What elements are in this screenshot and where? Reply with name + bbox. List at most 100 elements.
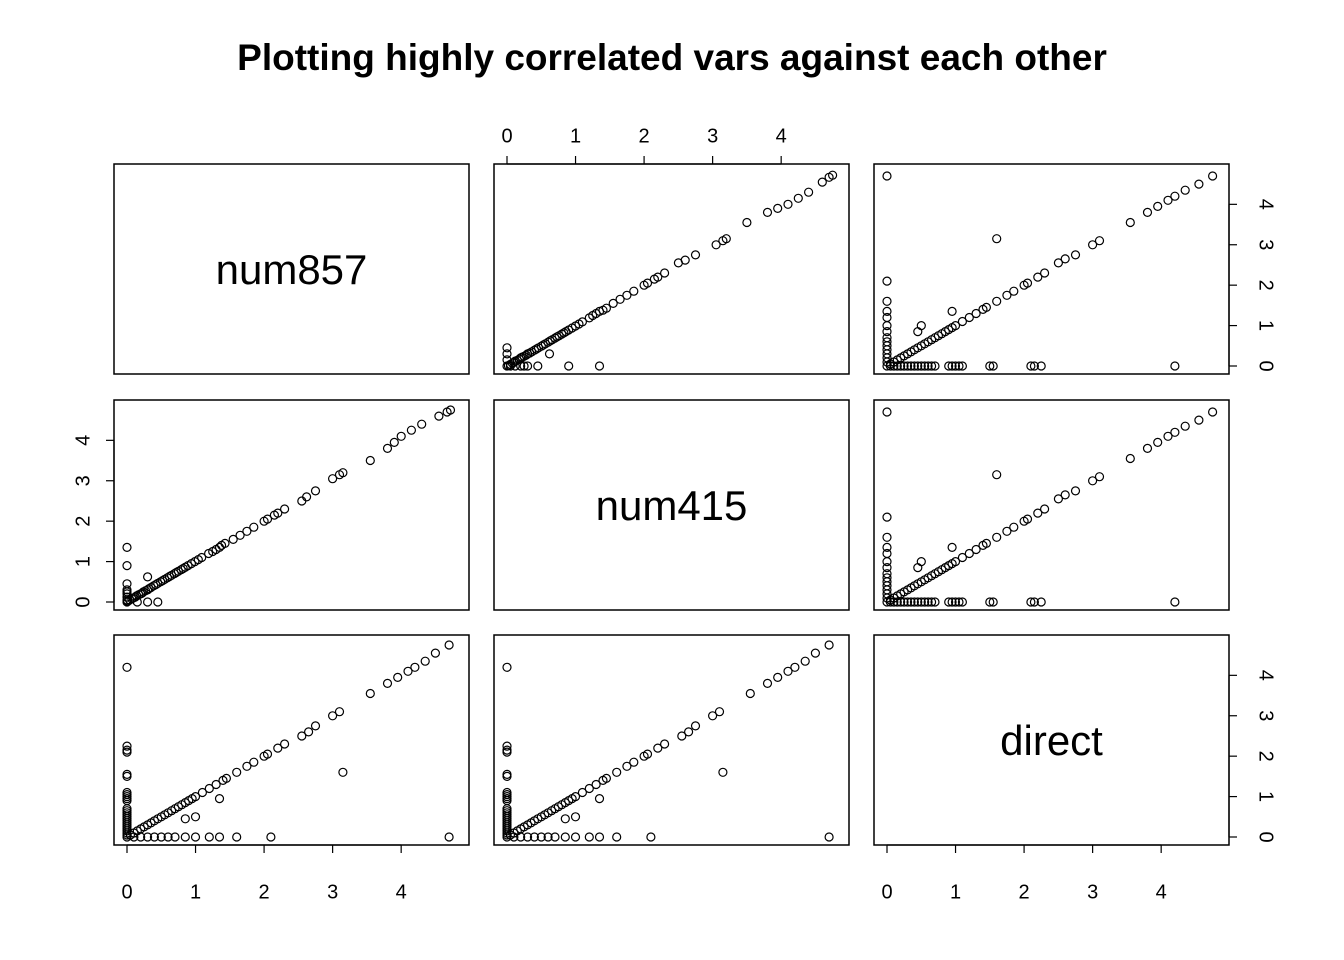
- panel-direct-num857-point: [232, 832, 242, 842]
- panel-num857-direct-point: [882, 276, 892, 286]
- panel-direct-num415-point: [601, 773, 612, 784]
- panel-direct-num415-point: [612, 767, 622, 777]
- panel-direct-num415-point: [550, 832, 560, 842]
- panel-num415-num857-point: [164, 571, 175, 582]
- panel-num857-num415-point: [545, 336, 555, 346]
- panel-direct-num415-point: [683, 727, 694, 737]
- panel-direct-num415-point: [659, 739, 670, 749]
- panel-num857-num415-point: [742, 217, 752, 228]
- tick-label-bottom: 4: [1156, 881, 1167, 903]
- panel-num857-num415-point: [510, 361, 520, 371]
- panel-direct-num415-point: [570, 812, 581, 822]
- panel-direct-num857-point: [170, 832, 180, 842]
- panel-num415-direct-point: [944, 597, 954, 607]
- panel-num857-direct-point: [992, 296, 1002, 306]
- panel-num415-direct-point: [882, 532, 892, 542]
- panel-num415-direct-point: [1170, 597, 1180, 607]
- tick-label-top: 0: [501, 125, 512, 147]
- panel-num415-direct-point: [1087, 476, 1098, 486]
- panel-num857-direct-point: [1036, 361, 1046, 371]
- panel-direct-num857-point: [304, 727, 314, 737]
- panel-direct-num857-point: [393, 672, 403, 683]
- panel-num857-num415-point: [803, 187, 814, 197]
- panel-direct-num415-point: [570, 832, 581, 842]
- panel-direct-num415-point: [584, 783, 594, 794]
- panel-num857-num415-point: [538, 340, 548, 350]
- panel-num415-direct-point: [981, 538, 992, 549]
- tick-label-top: 1: [570, 125, 581, 147]
- tick-label-left: 1: [72, 556, 94, 567]
- panel-direct-num857-point: [403, 666, 413, 676]
- panel-num415-direct-point: [985, 597, 995, 607]
- panel-num415-num857-point: [122, 585, 132, 595]
- panel-num415-direct-point: [1060, 490, 1070, 500]
- panel-num857-direct-point: [923, 361, 933, 371]
- panel-num857-num415-point: [762, 207, 773, 217]
- panel-num857-direct-point: [1070, 250, 1081, 260]
- panel-num415-direct-point: [1142, 443, 1153, 453]
- panel-num857-direct-point: [957, 316, 968, 327]
- panel-num415-direct-point: [882, 407, 892, 417]
- panel-direct-num415-point: [612, 832, 622, 842]
- panel-num415-direct-point: [913, 597, 923, 607]
- panel-direct-num415-point: [529, 832, 540, 842]
- panel-direct-num415-point: [714, 707, 725, 717]
- panel-num415-num857-point: [302, 492, 312, 502]
- panel-num415-num857-point: [158, 575, 168, 586]
- panel-num415-num857-point: [365, 455, 375, 466]
- panel-num415-direct-point: [920, 597, 930, 607]
- panel-num857-direct-point: [1053, 258, 1064, 268]
- panel-num857-direct-point: [906, 361, 916, 371]
- panel-num415-num857-point: [280, 504, 290, 514]
- tick-label-bottom: 3: [327, 881, 338, 903]
- panel-num857-direct-point: [1039, 268, 1050, 278]
- panel-direct-num857-point: [163, 832, 173, 842]
- panel-direct-num857-point: [180, 814, 190, 824]
- panel-num415-num857-point: [228, 534, 238, 545]
- panel-num857-direct-point: [882, 306, 892, 316]
- panel-num415-num857-point: [310, 486, 321, 496]
- panel-num857-num415-point: [502, 343, 512, 353]
- panel-num415-num857-point: [122, 592, 132, 602]
- tick-label-bottom: 0: [121, 881, 132, 903]
- panel-direct-num857-point: [444, 832, 454, 842]
- tick-label-bottom: 0: [881, 881, 892, 903]
- panel-direct-num415-point: [773, 672, 783, 683]
- panel-num857-direct-point: [882, 327, 892, 337]
- panel-num857-direct-point: [899, 361, 909, 371]
- panel-direct-num857-point: [122, 787, 132, 798]
- tick-label-top: 3: [707, 125, 718, 147]
- panel-num415-num857-point: [434, 411, 444, 421]
- panels-group: num857 num415 direct 0 1 2 3 4 0 1 2 3 4 0 1 2 3 4 0 1 2 3 4 0 1…: [72, 125, 1276, 903]
- panel-direct-num415-point: [577, 787, 588, 798]
- panel-num415-direct-point: [916, 597, 926, 607]
- panel-num857-direct-point: [947, 361, 957, 371]
- panel-direct-num857-point: [221, 773, 231, 784]
- tick-label-bottom: 2: [259, 881, 270, 903]
- tick-label-right: 2: [1255, 280, 1277, 291]
- panel-num415-direct-point: [899, 597, 909, 607]
- panel-num857-num415-point: [524, 348, 535, 358]
- panel-num415-direct-point: [916, 556, 926, 567]
- panel-num857-direct-point: [1170, 191, 1180, 201]
- tick-label-bottom: 1: [950, 881, 961, 903]
- tick-label-right: 1: [1255, 320, 1277, 331]
- panel-direct-num415-point: [718, 767, 728, 777]
- panel-num415-direct-point: [913, 562, 923, 573]
- panel-num415-direct-point: [992, 470, 1002, 480]
- panel-num415-direct-point: [954, 597, 964, 607]
- tick-label-bottom: 2: [1019, 881, 1030, 903]
- panel-num857-direct-point: [916, 321, 926, 331]
- panel-num857-num415-point: [516, 361, 526, 371]
- panel-direct-num415-point: [560, 814, 570, 824]
- panel-num857-direct-point: [1142, 207, 1153, 217]
- panel-num857-direct-point: [992, 234, 1002, 244]
- panel-direct-num857-point: [444, 640, 454, 650]
- panel-num415-direct-point: [1029, 597, 1040, 607]
- panel-num415-direct-point: [1070, 486, 1081, 496]
- panel-direct-num415-point: [824, 832, 834, 842]
- panel-direct-num415-point: [594, 793, 605, 804]
- panel-direct-num415-point: [591, 779, 601, 790]
- panel-direct-num415-point: [690, 721, 701, 731]
- panel-direct-num415-point: [707, 711, 718, 721]
